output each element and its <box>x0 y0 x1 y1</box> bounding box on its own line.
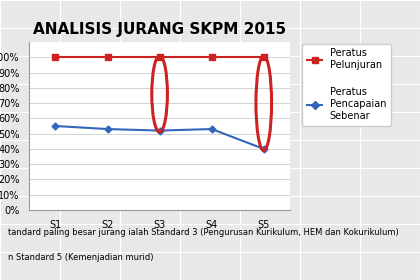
Peratus
Pelunjuran <box>105 56 110 59</box>
Peratus
Pencapaian
Sebenar <box>261 147 266 151</box>
Title: ANALISIS JURANG SKPM 2015: ANALISIS JURANG SKPM 2015 <box>33 22 286 37</box>
Peratus
Pelunjuran <box>157 56 162 59</box>
Peratus
Pelunjuran <box>209 56 214 59</box>
Peratus
Pencapaian
Sebenar <box>53 124 58 128</box>
Peratus
Pencapaian
Sebenar <box>157 129 162 132</box>
Text: tandard paling besar jurang ialah Standard 3 (Pengurusan Kurikulum, HEM dan Koku: tandard paling besar jurang ialah Standa… <box>8 228 399 237</box>
Legend: Peratus
Pelunjuran, Peratus
Pencapaian
Sebenar: Peratus Pelunjuran, Peratus Pencapaian S… <box>302 43 391 125</box>
Line: Peratus
Pencapaian
Sebenar: Peratus Pencapaian Sebenar <box>53 123 266 151</box>
Peratus
Pelunjuran <box>53 56 58 59</box>
Peratus
Pencapaian
Sebenar <box>209 127 214 131</box>
Text: n Standard 5 (Kemenjadian murid): n Standard 5 (Kemenjadian murid) <box>8 253 154 262</box>
Line: Peratus
Pelunjuran: Peratus Pelunjuran <box>52 55 267 60</box>
Peratus
Pencapaian
Sebenar <box>105 127 110 131</box>
Peratus
Pelunjuran <box>261 56 266 59</box>
